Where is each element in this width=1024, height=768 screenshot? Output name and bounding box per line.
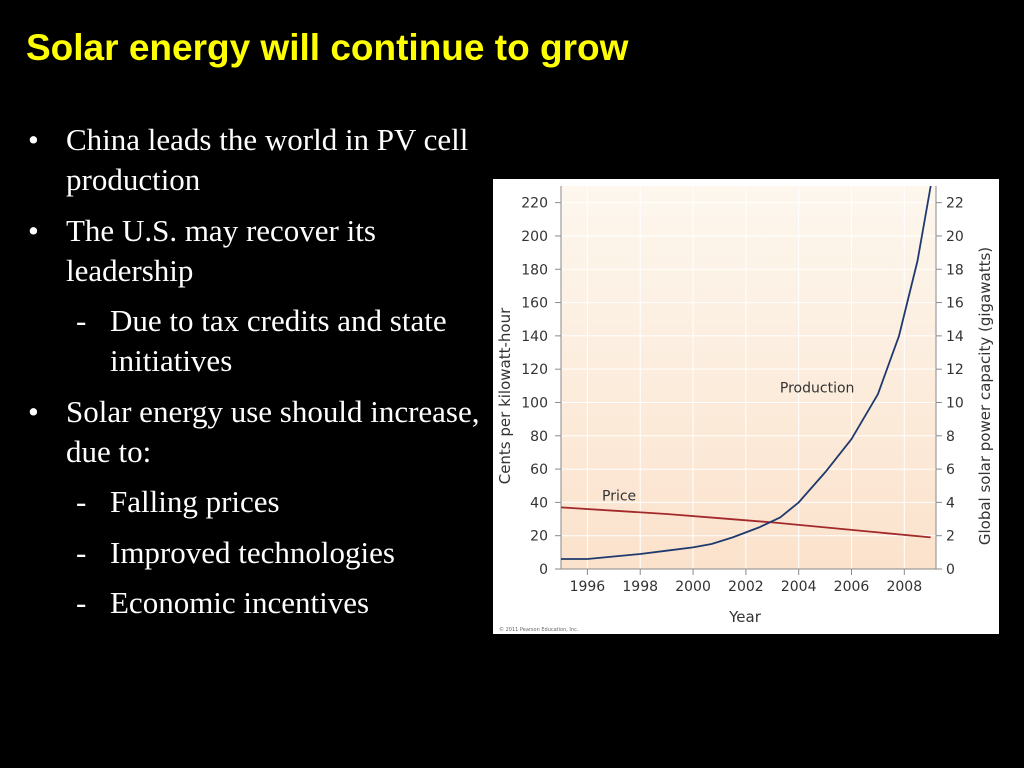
y-tick-label: 120 [521,362,548,378]
y2-tick-label: 22 [946,196,964,212]
axes: 0204060801001201401601802002200246810121… [521,186,964,595]
y-tick-label: 0 [539,562,548,578]
bullet-marker: • [28,212,39,248]
y2-tick-label: 0 [946,562,955,578]
sub-bullet-item: - Improved technologies [28,533,483,573]
bullet-text: The U.S. may recover its leadership [66,212,376,288]
series-labels: Price Production [602,380,854,504]
bullet-text: Solar energy use should increase, due to… [66,393,480,470]
y2-tick-label: 8 [946,429,955,445]
plot-background [561,186,936,569]
grid-lines [561,186,936,569]
y2-tick-label: 12 [946,362,964,378]
y2-tick-label: 18 [946,262,964,278]
y2-tick-label: 2 [946,529,955,545]
bullet-text: China leads the world in PV cell product… [66,122,469,198]
sub-bullet-marker: - [76,484,87,520]
sub-bullet-text: Economic incentives [110,584,370,620]
slide-title: Solar energy will continue to grow [26,27,629,68]
x-tick-label: 2006 [834,579,870,595]
y2-tick-label: 16 [946,296,964,312]
y2-tick-label: 4 [946,495,955,511]
y-axis-label: Cents per kilowatt-hour [496,307,514,484]
sub-bullet-item: - Due to tax credits and state initiativ… [28,301,483,382]
series-lines [560,185,932,560]
x-tick-label: 2002 [728,579,764,595]
series-line-production [561,185,932,560]
x-tick-label: 2004 [781,579,817,595]
bullet-marker: • [28,122,39,157]
y2-tick-label: 6 [946,462,955,478]
sub-bullet-text: Improved technologies [110,534,395,570]
sub-bullet-marker: - [76,534,87,570]
y2-tick-label: 14 [946,329,964,345]
sub-bullet-item: - Economic incentives [28,583,483,623]
sub-bullet-marker: - [76,303,87,339]
x-tick-label: 1996 [570,579,606,595]
series-line-price [560,506,931,539]
sub-bullet-text: Due to tax credits and state initiatives [110,303,447,379]
y-tick-label: 140 [521,329,548,345]
y-tick-label: 20 [530,529,548,545]
sub-bullet-marker: - [76,584,87,620]
bullet-item: • China leads the world in PV cell produ… [28,120,483,201]
bullet-marker: • [28,393,39,429]
y-tick-label: 220 [521,196,548,212]
y2-tick-label: 10 [946,395,964,411]
x-axis-label: Year [728,608,762,626]
y-tick-label: 100 [521,395,548,411]
y-tick-label: 40 [530,495,548,511]
y-tick-label: 200 [521,229,548,245]
x-tick-label: 1998 [622,579,658,595]
y2-tick-label: 20 [946,229,964,245]
bullet-item: • Solar energy use should increase, due … [28,392,483,473]
copyright-credit: © 2011 Pearson Education, Inc. [499,626,579,633]
bullet-list: • China leads the world in PV cell produ… [28,120,483,633]
x-tick-label: 2008 [886,579,922,595]
y-tick-label: 160 [521,296,548,312]
sub-bullet-item: - Falling prices [28,482,483,522]
y2-axis-label: Global solar power capacity (gigawatts) [976,247,994,545]
chart-panel: 0 20 40 60 80 100 120 140 160 180 200 220 0 2 4 6 8 10 12 1… [493,179,999,634]
bullet-item: • The U.S. may recover its leadership [28,211,483,292]
y-tick-label: 180 [521,262,548,278]
series-label-price: Price [602,489,636,505]
y-tick-label: 80 [530,429,548,445]
solar-chart: 0204060801001201401601802002200246810121… [496,185,994,633]
x-tick-label: 2000 [675,579,711,595]
series-label-production: Production [780,380,854,396]
y-tick-label: 60 [530,462,548,478]
sub-bullet-text: Falling prices [110,484,280,520]
